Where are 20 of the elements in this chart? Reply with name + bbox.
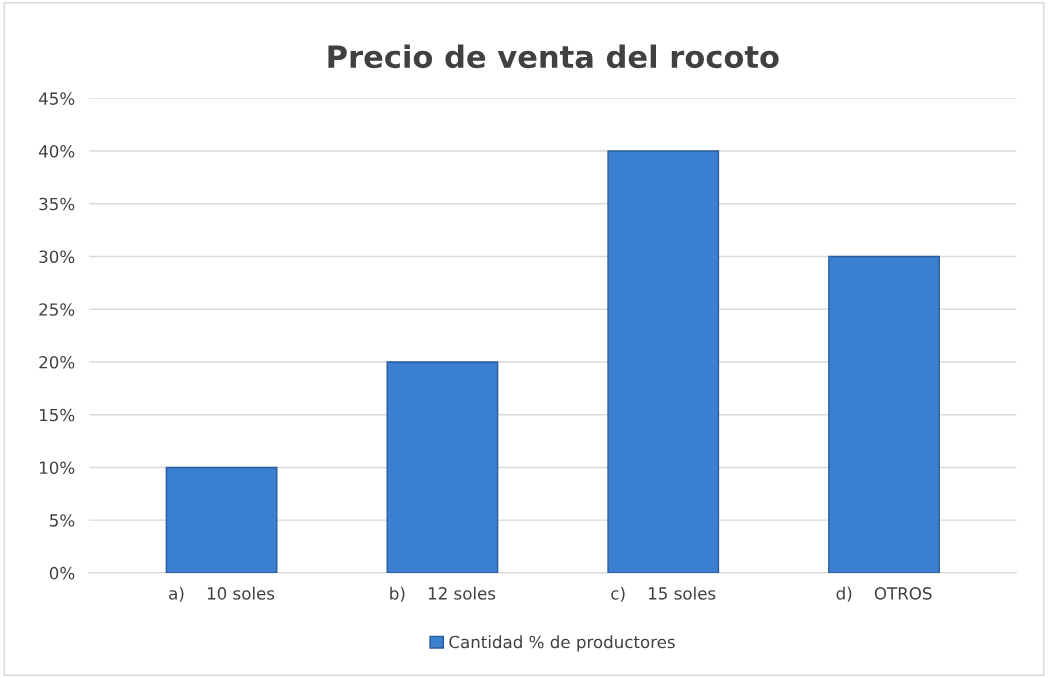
y-tick-label: 30% [39, 250, 75, 264]
bar [828, 255, 940, 573]
y-tick-label: 40% [38, 145, 75, 158]
x-tick-label: b) 12 soles [390, 586, 496, 602]
x-tick-label: c) 15 soles [611, 586, 716, 602]
x-tick-label: a) 10 soles [169, 586, 275, 602]
bar [386, 361, 499, 573]
y-tick-label: 25% [39, 303, 75, 316]
y-tick-label: 0% [49, 566, 75, 580]
y-tick-label: 20% [39, 355, 75, 369]
chart-title: Precio de venta del rocoto [328, 44, 779, 69]
x-tick-label: d) OTROS [836, 586, 932, 602]
bar [607, 150, 720, 573]
y-tick-label: 5% [50, 514, 75, 527]
y-tick-label: 10% [39, 461, 75, 475]
y-tick-label: 15% [39, 408, 75, 422]
legend-label: Cantidad % de productores [449, 635, 675, 652]
bar [165, 466, 278, 573]
y-tick-label: 35% [39, 197, 75, 211]
y-tick-label: 45% [38, 92, 75, 105]
